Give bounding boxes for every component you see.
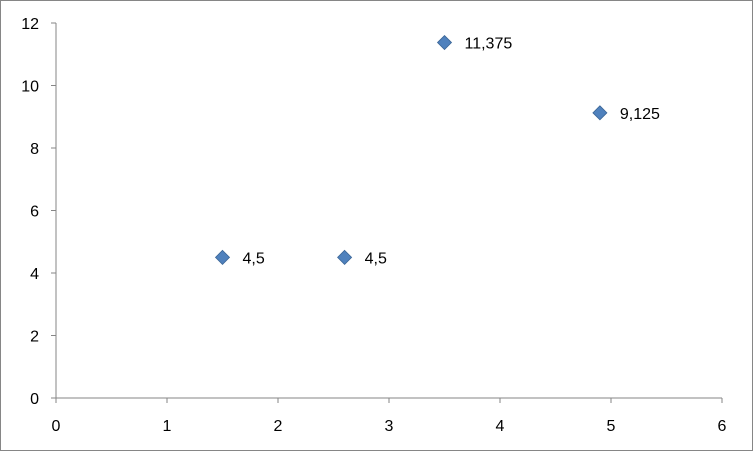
y-tick-label: 2 — [30, 329, 39, 346]
x-tick-label: 1 — [163, 418, 172, 435]
data-point — [436, 34, 453, 51]
data-point — [592, 105, 608, 121]
data-point-label: 11,375 — [465, 36, 513, 53]
x-tick-label: 2 — [274, 418, 283, 435]
y-tick-label: 8 — [30, 141, 39, 158]
y-tick-label: 4 — [30, 266, 39, 283]
data-point — [214, 249, 231, 265]
x-tick-label: 5 — [607, 418, 616, 435]
data-points — [214, 34, 608, 265]
data-labels: 4,5 4,5 11,375 9,125 — [243, 36, 661, 268]
y-tick-label: 0 — [30, 391, 39, 408]
data-point-label: 9,125 — [620, 106, 660, 123]
data-point-label: 4,5 — [243, 250, 265, 267]
x-tick-label: 4 — [496, 418, 505, 435]
y-tick-label: 10 — [21, 79, 39, 96]
data-point — [337, 249, 353, 265]
x-tick-label: 3 — [385, 418, 394, 435]
data-point-label: 4,5 — [365, 250, 387, 267]
x-tick-label: 0 — [52, 418, 61, 435]
x-tick-label: 6 — [718, 418, 727, 435]
axes — [55, 23, 722, 399]
x-axis-ticks: 0 1 2 3 4 5 6 — [52, 398, 727, 435]
y-axis-ticks: 0 2 4 6 8 10 12 — [21, 16, 56, 408]
y-tick-label: 6 — [30, 204, 39, 221]
y-tick-label: 12 — [21, 16, 39, 33]
